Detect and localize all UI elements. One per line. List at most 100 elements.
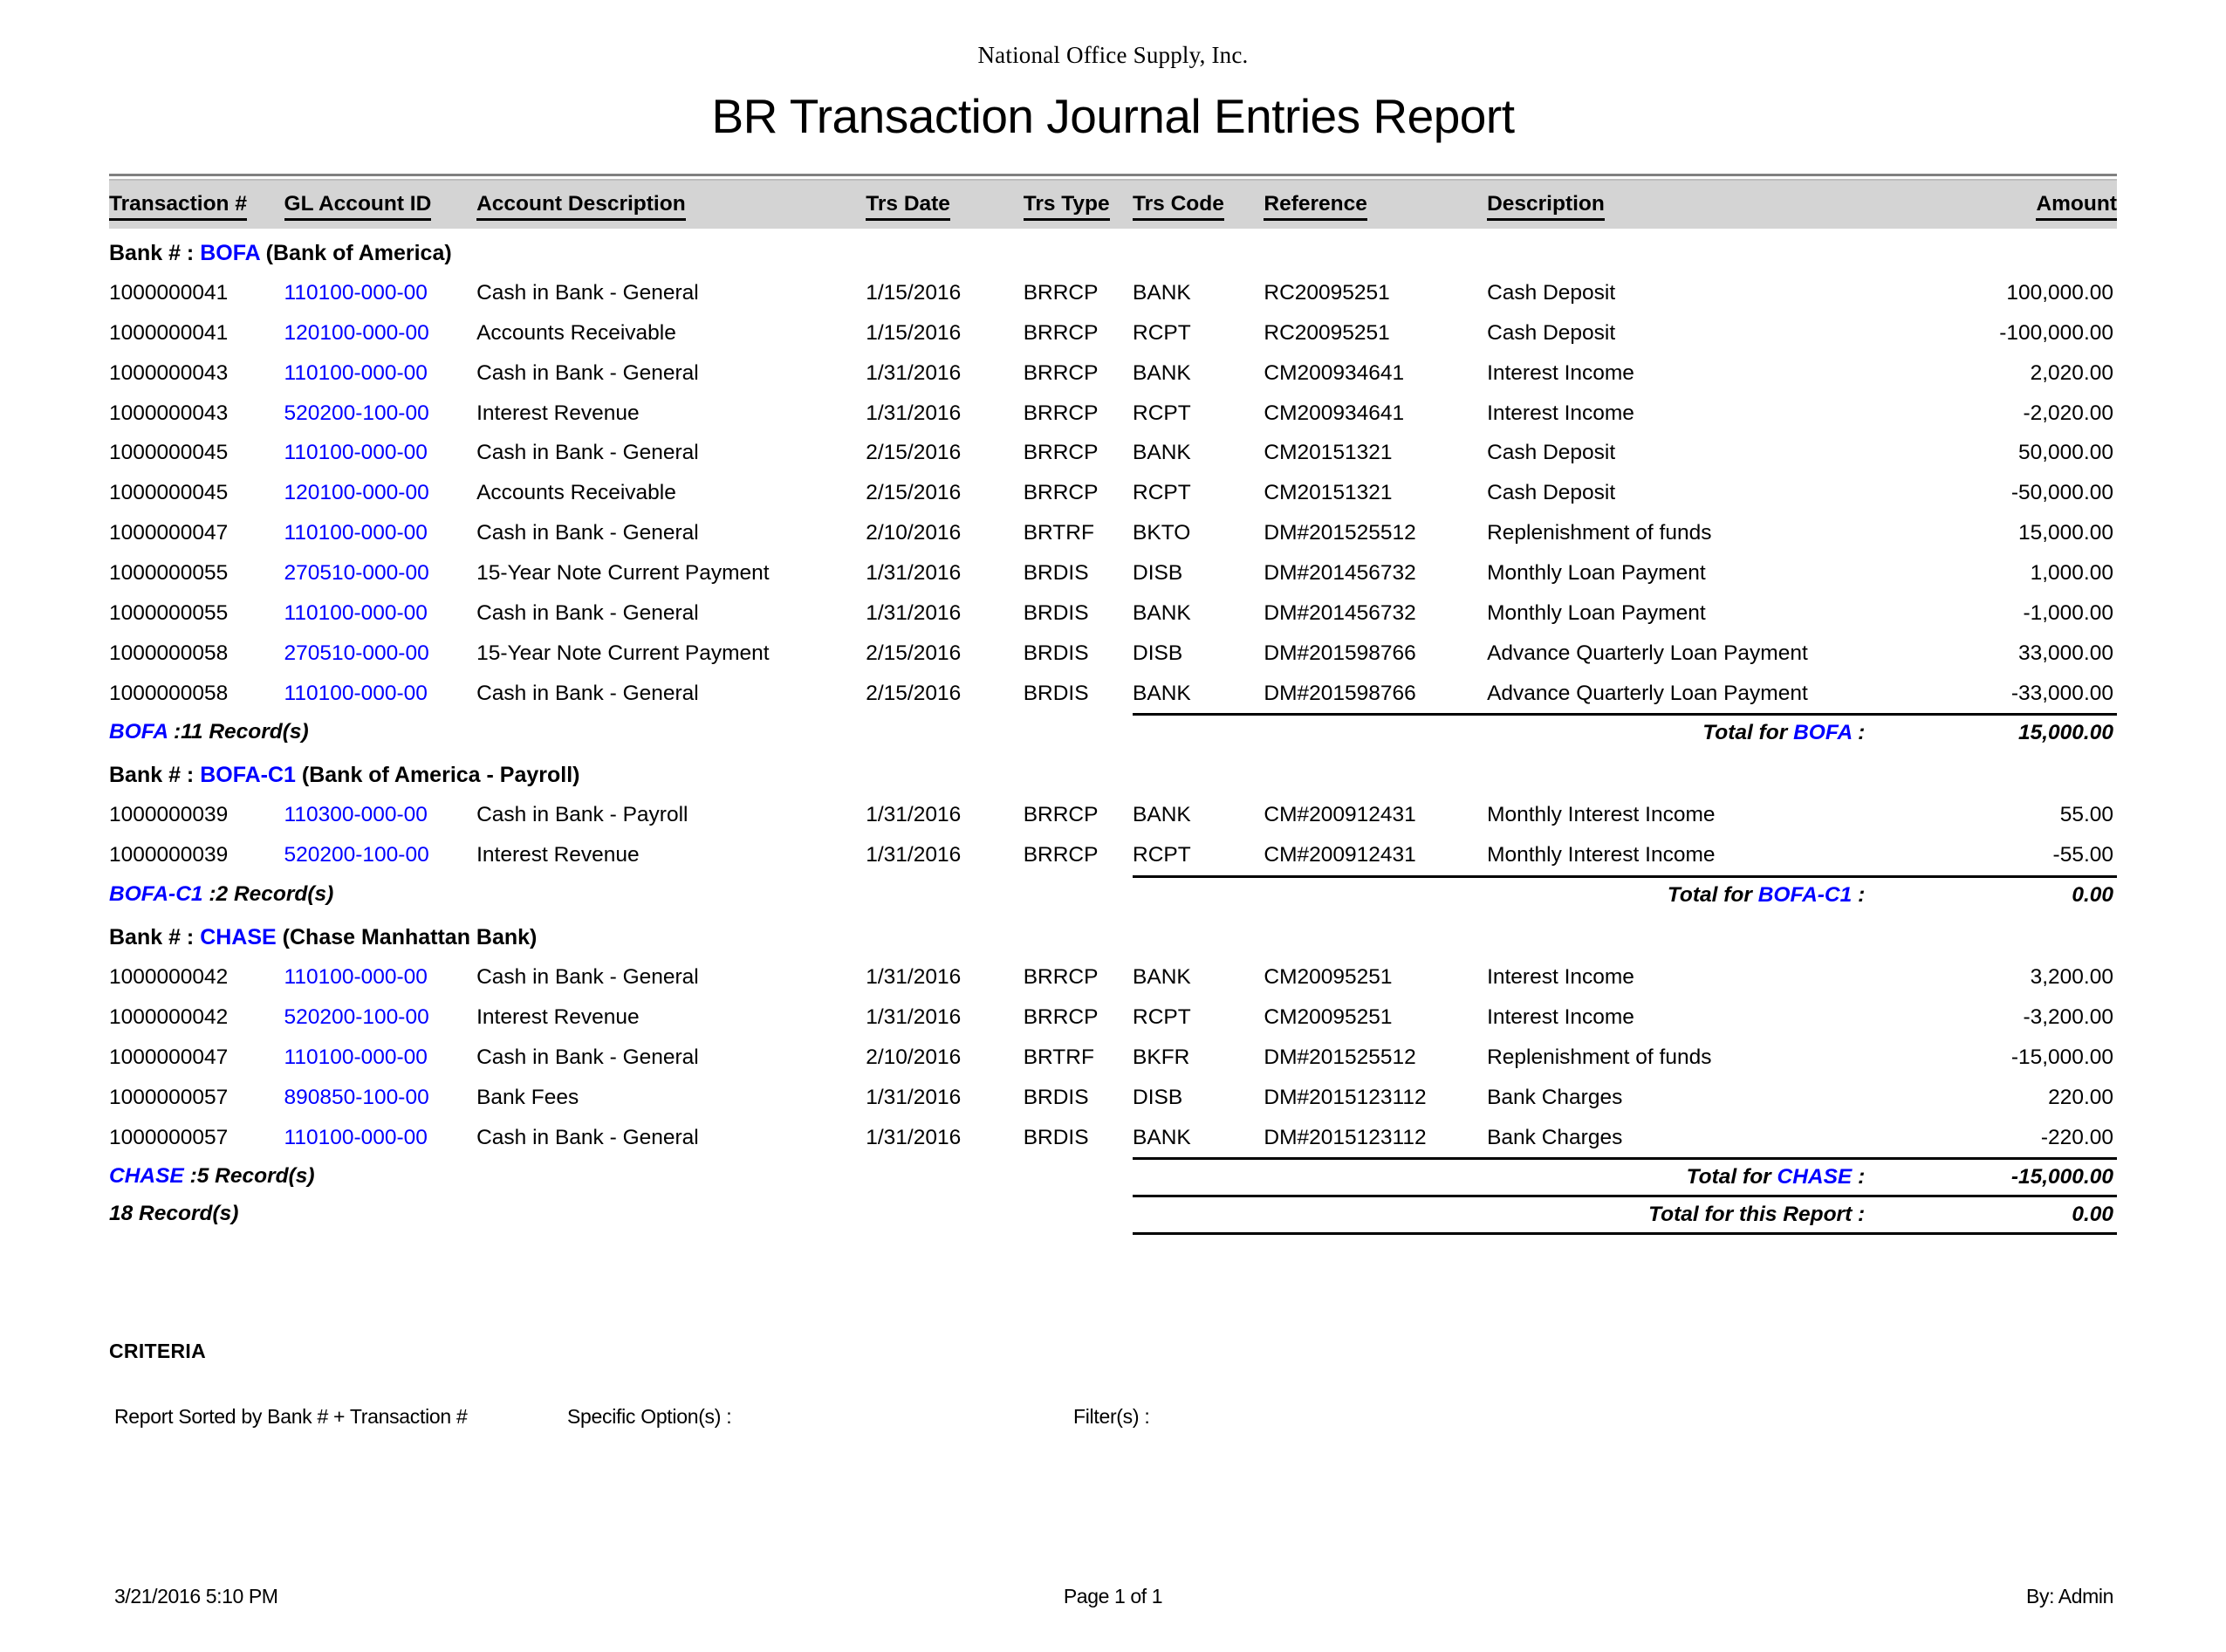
cell-trs-date: 1/15/2016 bbox=[866, 281, 962, 305]
cell-description: Monthly Loan Payment bbox=[1487, 561, 1706, 586]
cell-trs-type: BRDIS bbox=[1023, 641, 1089, 665]
cell-transaction: 1000000047 bbox=[109, 521, 229, 545]
cell-trs-code: BANK bbox=[1133, 803, 1191, 827]
cell-trs-type: BRTRF bbox=[1023, 521, 1094, 545]
cell-trs-code: BANK bbox=[1133, 360, 1191, 385]
cell-trs-type: BRDIS bbox=[1023, 1085, 1089, 1109]
footer-timestamp: 3/21/2016 5:10 PM bbox=[114, 1585, 278, 1607]
cell-trs-code: RCPT bbox=[1133, 320, 1191, 345]
cell-trs-code: BANK bbox=[1133, 681, 1191, 705]
cell-gl-account: 110100-000-00 bbox=[284, 281, 428, 305]
cell-amount: 220.00 bbox=[2048, 1085, 2113, 1109]
cell-trs-code: RCPT bbox=[1133, 401, 1191, 425]
cell-transaction: 1000000039 bbox=[109, 803, 229, 827]
cell-trs-code: DISB bbox=[1133, 1085, 1183, 1109]
cell-account-description: Cash in Bank - General bbox=[476, 1045, 699, 1069]
cell-trs-date: 1/31/2016 bbox=[866, 561, 962, 586]
cell-trs-date: 1/31/2016 bbox=[866, 965, 962, 990]
cell-account-description: Cash in Bank - General bbox=[476, 521, 699, 545]
cell-reference: CM#200912431 bbox=[1264, 843, 1416, 867]
cell-trs-date: 1/31/2016 bbox=[866, 803, 962, 827]
cell-reference: CM#200912431 bbox=[1264, 803, 1416, 827]
cell-description: Replenishment of funds bbox=[1487, 1045, 1712, 1069]
cell-amount: 100,000.00 bbox=[2006, 281, 2113, 305]
cell-trs-code: BANK bbox=[1133, 600, 1191, 625]
cell-trs-type: BRRCP bbox=[1023, 965, 1099, 990]
cell-amount: 1,000.00 bbox=[2030, 561, 2113, 586]
col-trs-date: Trs Date bbox=[866, 181, 1023, 229]
cell-reference: RC20095251 bbox=[1264, 320, 1390, 345]
cell-account-description: 15-Year Note Current Payment bbox=[476, 641, 770, 665]
cell-description: Advance Quarterly Loan Payment bbox=[1487, 681, 1808, 705]
cell-account-description: Cash in Bank - Payroll bbox=[476, 803, 688, 827]
cell-account-description: Cash in Bank - General bbox=[476, 441, 699, 465]
bank-header-row: Bank # : BOFA (Bank of America) bbox=[109, 229, 2117, 273]
cell-amount: -33,000.00 bbox=[2010, 681, 2113, 705]
cell-gl-account: 520200-100-00 bbox=[284, 1005, 429, 1030]
criteria-specific-options: Specific Option(s) : bbox=[567, 1405, 732, 1429]
cell-trs-code: RCPT bbox=[1133, 1005, 1191, 1030]
col-reference: Reference bbox=[1264, 181, 1487, 229]
cell-account-description: Cash in Bank - General bbox=[476, 681, 699, 705]
cell-gl-account: 110100-000-00 bbox=[284, 681, 428, 705]
col-trs-code: Trs Code bbox=[1133, 181, 1264, 229]
cell-trs-type: BRRCP bbox=[1023, 360, 1099, 385]
cell-account-description: 15-Year Note Current Payment bbox=[476, 561, 770, 586]
cell-amount: -15,000.00 bbox=[2010, 1045, 2113, 1069]
table-row: 1000000058 110100-000-00 Cash in Bank - Ge… bbox=[109, 674, 2117, 715]
section-total-label: Total for BOFA : bbox=[1133, 713, 1881, 751]
cell-trs-date: 1/31/2016 bbox=[866, 600, 962, 625]
bank-code: CHASE bbox=[200, 925, 277, 950]
report-total-amount: 0.00 bbox=[1880, 1195, 2117, 1236]
table-row: 1000000055 110100-000-00 Cash in Bank - Ge… bbox=[109, 593, 2117, 634]
cell-trs-date: 2/15/2016 bbox=[866, 681, 962, 705]
cell-amount: -3,200.00 bbox=[2023, 1005, 2113, 1030]
cell-transaction: 1000000041 bbox=[109, 320, 229, 345]
cell-amount: -220.00 bbox=[2040, 1125, 2113, 1149]
cell-reference: CM20095251 bbox=[1264, 1005, 1393, 1030]
cell-gl-account: 110100-000-00 bbox=[284, 965, 428, 990]
cell-trs-code: DISB bbox=[1133, 641, 1183, 665]
cell-description: Cash Deposit bbox=[1487, 320, 1616, 345]
cell-trs-code: BANK bbox=[1133, 1125, 1191, 1149]
section-record-count: CHASE :5 Record(s) bbox=[109, 1163, 315, 1188]
cell-trs-type: BRDIS bbox=[1023, 561, 1089, 586]
cell-reference: DM#201525512 bbox=[1264, 521, 1416, 545]
col-account-description: Account Description bbox=[476, 181, 866, 229]
cell-trs-type: BRRCP bbox=[1023, 320, 1099, 345]
cell-description: Cash Deposit bbox=[1487, 281, 1616, 305]
report-total-label: Total for this Report : bbox=[1133, 1195, 1881, 1236]
col-amount: Amount bbox=[1880, 181, 2117, 229]
cell-gl-account: 110300-000-00 bbox=[284, 803, 428, 827]
table-row: 1000000041 120100-000-00 Accounts Receivab… bbox=[109, 313, 2117, 353]
cell-description: Bank Charges bbox=[1487, 1085, 1623, 1109]
cell-transaction: 1000000039 bbox=[109, 843, 229, 867]
cell-account-description: Bank Fees bbox=[476, 1085, 579, 1109]
cell-trs-type: BRRCP bbox=[1023, 401, 1099, 425]
rule-top-light bbox=[109, 179, 2117, 181]
cell-trs-code: RCPT bbox=[1133, 481, 1191, 505]
cell-trs-type: BRDIS bbox=[1023, 600, 1089, 625]
cell-reference: CM20151321 bbox=[1264, 441, 1393, 465]
cell-reference: CM20151321 bbox=[1264, 481, 1393, 505]
cell-transaction: 1000000045 bbox=[109, 481, 229, 505]
cell-account-description: Accounts Receivable bbox=[476, 481, 676, 505]
cell-trs-date: 2/15/2016 bbox=[866, 481, 962, 505]
section-total-amount: 0.00 bbox=[1880, 875, 2117, 914]
cell-transaction: 1000000042 bbox=[109, 1005, 229, 1030]
cell-trs-date: 2/15/2016 bbox=[866, 641, 962, 665]
cell-amount: -1,000.00 bbox=[2023, 600, 2113, 625]
section-record-count: BOFA-C1 :2 Record(s) bbox=[109, 881, 334, 906]
cell-description: Cash Deposit bbox=[1487, 441, 1616, 465]
rule-top-dark bbox=[109, 174, 2117, 176]
cell-amount: -100,000.00 bbox=[1999, 320, 2113, 345]
cell-account-description: Accounts Receivable bbox=[476, 320, 676, 345]
cell-transaction: 1000000058 bbox=[109, 681, 229, 705]
cell-account-description: Cash in Bank - General bbox=[476, 281, 699, 305]
cell-trs-type: BRRCP bbox=[1023, 441, 1099, 465]
bank-header-row: Bank # : BOFA-C1 (Bank of America - Payr… bbox=[109, 751, 2117, 795]
cell-account-description: Interest Revenue bbox=[476, 1005, 640, 1030]
col-transaction: Transaction # bbox=[109, 181, 284, 229]
cell-trs-type: BRDIS bbox=[1023, 1125, 1089, 1149]
section-summary-row: BOFA :11 Record(s) Total for BOFA :15,000… bbox=[109, 713, 2117, 751]
